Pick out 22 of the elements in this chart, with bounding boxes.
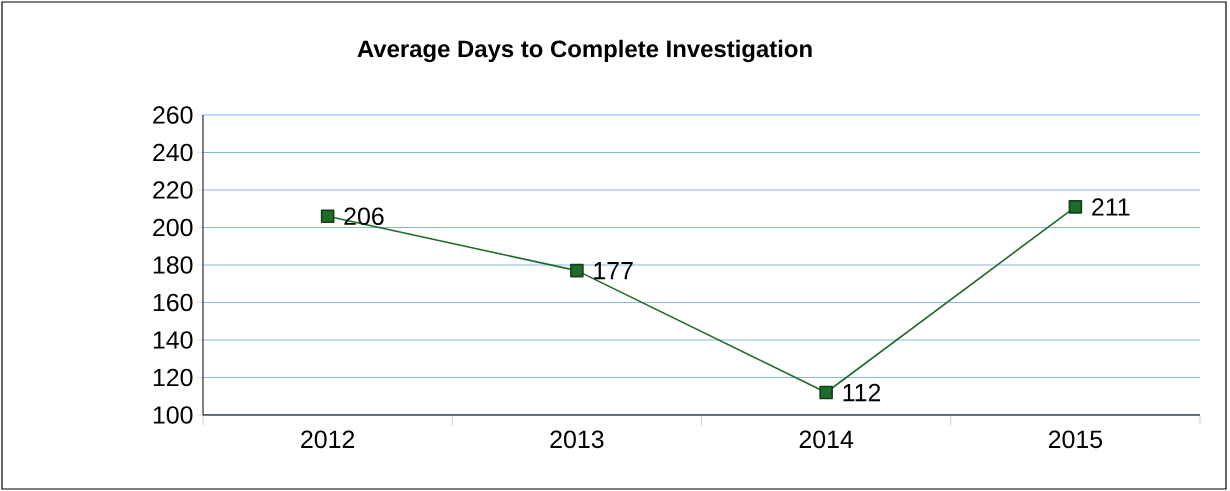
data-label: 211 (1092, 198, 1130, 216)
data-label: 177 (594, 262, 633, 280)
y-tick-label: 200 (153, 218, 193, 237)
point (570, 263, 584, 278)
x-tick-label: 2012 (301, 430, 355, 449)
chart-title: Average Days to Complete Investigation (357, 39, 812, 63)
x-tick-label: 2015 (1048, 430, 1103, 449)
y-tick-label: 220 (153, 181, 193, 199)
point (320, 209, 335, 224)
data-label: 206 (344, 207, 384, 226)
x-tick-label: 2014 (799, 430, 854, 449)
point (1068, 200, 1083, 214)
y-tick-label: 160 (153, 293, 193, 312)
data-label: 112 (843, 383, 881, 402)
y-tick-label: 100 (153, 406, 193, 424)
y-tick-label: 240 (153, 143, 193, 162)
y-tick-label: 180 (153, 256, 193, 274)
point (819, 385, 833, 400)
y-tick-label: 140 (153, 331, 193, 349)
y-tick-label: 120 (153, 368, 193, 387)
y-tick-label: 260 (153, 106, 193, 124)
x-tick-label: 2013 (550, 430, 604, 449)
